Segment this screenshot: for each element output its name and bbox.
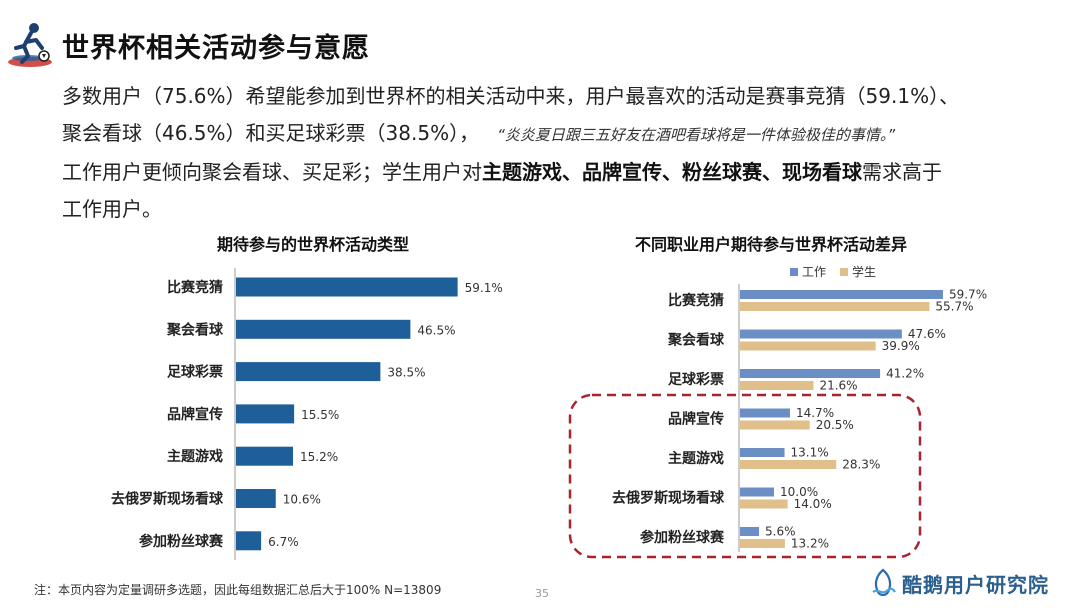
- bar: [740, 527, 760, 536]
- bar: [236, 404, 295, 424]
- data-label: 6.7%: [268, 535, 299, 549]
- data-label: 39.9%: [882, 339, 920, 353]
- footnote: 注：本页内容为定量调研多选题，因此每组数据汇总后大于100% N=13809: [34, 583, 442, 597]
- category-label: 聚会看球: [667, 332, 725, 349]
- summary-line-3-bold: 主题游戏、品牌宣传、粉丝球赛、现场看球: [482, 160, 862, 184]
- bar: [236, 319, 411, 339]
- penguin-wave-icon: [872, 568, 896, 597]
- data-label: 59.7%: [949, 288, 987, 302]
- bar: [740, 448, 785, 457]
- bar: [236, 277, 458, 297]
- data-label: 21.6%: [819, 379, 857, 393]
- page-number: 35: [535, 587, 549, 600]
- data-label: 10.0%: [780, 485, 818, 499]
- category-label: 品牌宣传: [167, 406, 223, 423]
- page-title: 世界杯相关活动参与意愿: [62, 33, 370, 64]
- category-label: 足球彩票: [668, 371, 724, 388]
- brand-name: 酷鹅用户研究院: [902, 572, 1049, 597]
- bar: [740, 408, 790, 418]
- data-label: 13.1%: [791, 446, 829, 460]
- chart-title: 期待参与的世界杯活动类型: [217, 235, 409, 254]
- soccer-player-icon: [8, 23, 52, 67]
- bar: [236, 489, 276, 508]
- data-label: 20.5%: [816, 418, 854, 432]
- bar: [740, 341, 876, 351]
- category-label: 比赛竞猜: [668, 292, 724, 309]
- data-label: 10.6%: [283, 493, 321, 507]
- data-label: 59.1%: [465, 281, 503, 295]
- category-label: 品牌宣传: [668, 411, 724, 428]
- chart-title: 不同职业用户期待参与世界杯活动差异: [635, 235, 907, 254]
- data-label: 5.6%: [765, 525, 796, 539]
- data-label: 13.2%: [791, 537, 829, 551]
- data-label: 46.5%: [417, 323, 455, 337]
- bar: [236, 362, 381, 382]
- summary-line-2: 聚会看球（46.5%）和买足球彩票（38.5%）， “炎炎夏日跟三五好友在酒吧看球…: [62, 115, 1067, 154]
- highlight-box: [568, 393, 922, 559]
- category-label: 主题游戏: [668, 450, 724, 467]
- bar: [740, 420, 810, 430]
- category-label: 比赛竞猜: [167, 279, 223, 296]
- bar: [236, 446, 293, 466]
- data-label: 28.3%: [842, 458, 880, 472]
- category-label: 足球彩票: [167, 364, 223, 381]
- brand-logo: 酷鹅用户研究院: [870, 566, 1049, 600]
- category-label: 去俄罗斯现场看球: [612, 490, 725, 507]
- data-label: 38.5%: [387, 366, 425, 380]
- summary-line-3-pre: 工作用户更倾向聚会看球、买足彩；学生用户对: [62, 160, 482, 184]
- summary-text: 多数用户（75.6%）希望能参加到世界杯的相关活动中来，用户最喜欢的活动是赛事竞…: [62, 78, 1067, 228]
- category-label: 主题游戏: [167, 448, 223, 465]
- data-label: 47.6%: [908, 327, 946, 341]
- bar: [740, 381, 814, 390]
- bar: [740, 487, 774, 497]
- category-label: 参加粉丝球赛: [139, 533, 224, 550]
- category-label: 聚会看球: [166, 321, 224, 338]
- bar: [236, 531, 262, 551]
- bar: [740, 539, 785, 548]
- summary-line-3-post: 需求高于: [862, 160, 942, 184]
- category-label: 去俄罗斯现场看球: [111, 491, 224, 508]
- summary-line-3: 工作用户更倾向聚会看球、买足彩；学生用户对主题游戏、品牌宣传、粉丝球赛、现场看球…: [62, 154, 1067, 191]
- bar: [740, 302, 930, 311]
- data-label: 15.5%: [301, 408, 339, 422]
- legend-label: 学生: [852, 264, 876, 279]
- legend-swatch: [840, 268, 848, 276]
- bar: [740, 460, 837, 469]
- summary-line-1: 多数用户（75.6%）希望能参加到世界杯的相关活动中来，用户最喜欢的活动是赛事竞…: [62, 84, 960, 108]
- legend-swatch: [790, 268, 798, 276]
- summary-line-4: 工作用户。: [62, 197, 162, 221]
- bar: [740, 369, 881, 378]
- data-label: 55.7%: [935, 300, 973, 314]
- category-label: 参加粉丝球赛: [640, 529, 725, 546]
- summary-line-2-text: 聚会看球（46.5%）和买足球彩票（38.5%），: [62, 121, 480, 145]
- data-label: 41.2%: [886, 367, 924, 381]
- data-label: 15.2%: [300, 450, 338, 464]
- user-quote: “炎炎夏日跟三五好友在酒吧看球将是一件体验极佳的事情。”: [497, 126, 896, 144]
- data-label: 14.0%: [794, 497, 832, 511]
- bar: [740, 329, 902, 339]
- bar: [740, 499, 788, 509]
- legend-label: 工作: [802, 265, 826, 279]
- data-label: 14.7%: [796, 406, 834, 420]
- bar: [740, 290, 943, 299]
